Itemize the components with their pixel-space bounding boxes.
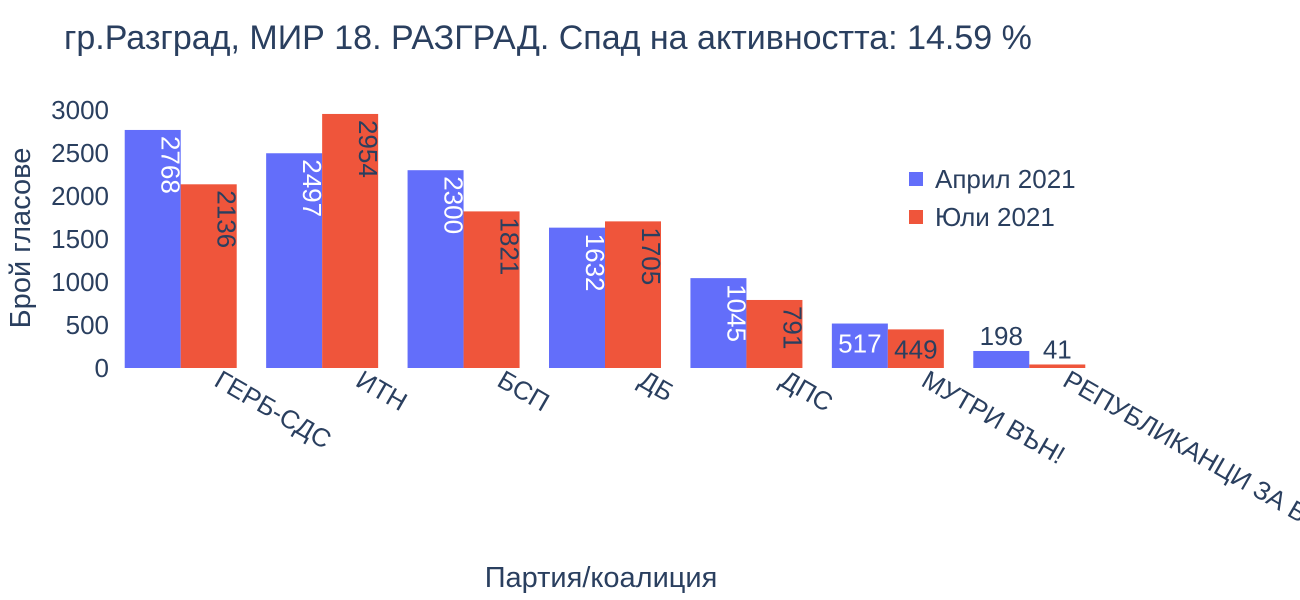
x-tick-label: ГЕРБ-СДС <box>210 364 337 455</box>
y-axis-ticks: 0 500 1000 1500 2000 2500 3000 <box>51 95 109 383</box>
bar <box>180 184 237 368</box>
legend: Април 2021 Юли 2021 <box>909 164 1076 232</box>
bar <box>690 278 747 368</box>
x-tick-label: ИТН <box>351 364 412 417</box>
bar-value-label: 517 <box>838 329 881 359</box>
bar <box>605 221 661 368</box>
chart-title: гр.Разград, МИР 18. РАЗГРАД. Спад на акт… <box>64 19 1032 57</box>
x-tick-label: ДБ <box>634 364 679 407</box>
bar-value-label: 2954 <box>353 120 383 178</box>
bar <box>124 129 181 368</box>
bar-value-label: 1705 <box>636 227 666 285</box>
bar <box>322 113 379 369</box>
x-tick-label: МУТРИ ВЪН! <box>917 364 1070 470</box>
y-tick-label: 500 <box>66 310 109 340</box>
legend-swatch <box>909 210 923 224</box>
bar-value-label: 41 <box>1043 334 1072 364</box>
bar <box>463 211 520 368</box>
bar <box>549 227 605 368</box>
x-axis-ticks: ГЕРБ-СДС ИТН БСП ДБ ДПС МУТРИ ВЪН!РЕПУБЛИКАНЦ… <box>210 364 1300 535</box>
bar <box>1029 364 1086 368</box>
bar-value-label: 2136 <box>212 190 242 248</box>
bar-value-label: 198 <box>980 321 1023 351</box>
x-axis-title: Партия/коалиция <box>485 562 718 594</box>
x-tick-label: БСП <box>493 364 555 417</box>
y-axis-title: Брой гласове <box>5 148 37 329</box>
bar <box>973 350 1030 368</box>
y-tick-label: 2500 <box>51 138 109 168</box>
y-tick-label: 0 <box>95 353 109 383</box>
legend-swatch <box>909 172 923 186</box>
y-tick-label: 2000 <box>51 181 109 211</box>
bar <box>266 153 323 368</box>
bar-value-label: 791 <box>777 306 807 349</box>
bar <box>407 170 464 368</box>
bar <box>887 329 944 368</box>
y-tick-label: 3000 <box>51 95 109 125</box>
legend-label: Април 2021 <box>935 164 1076 194</box>
x-tick-label: РЕПУБЛИКАНЦИ ЗА БГ <box>1058 364 1300 535</box>
bar <box>746 299 803 368</box>
bar <box>831 323 888 368</box>
y-tick-label: 1000 <box>51 267 109 297</box>
y-tick-label: 1500 <box>51 224 109 254</box>
bar-value-label: 2768 <box>156 136 186 194</box>
x-tick-label: ДПС <box>775 364 838 418</box>
legend-label: Юли 2021 <box>935 202 1055 232</box>
bar-value-label: 1821 <box>495 217 525 275</box>
bar-value-label: 449 <box>894 334 937 364</box>
